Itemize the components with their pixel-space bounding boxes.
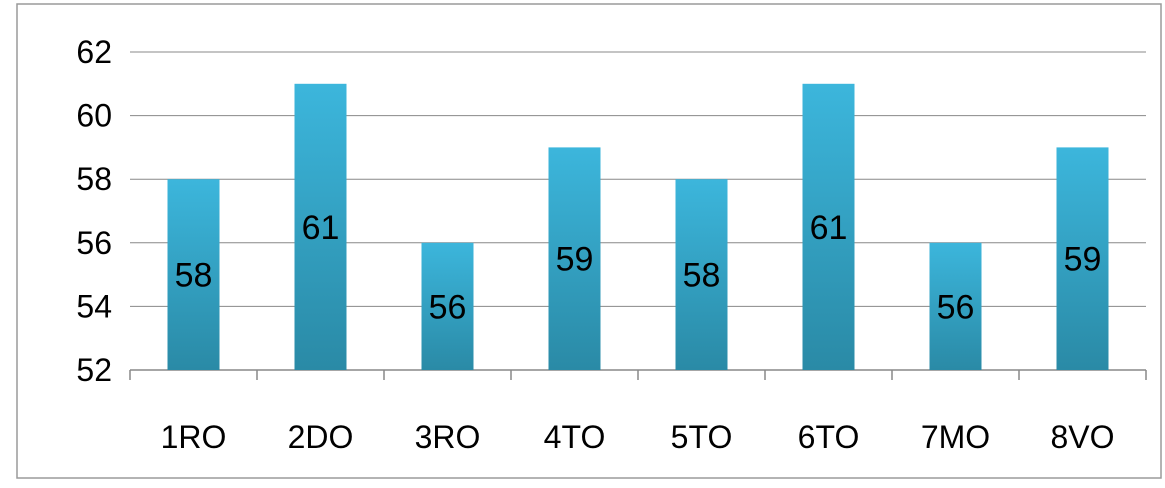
y-tick-label: 56	[76, 225, 112, 261]
bars	[167, 83, 1109, 371]
data-label: 58	[175, 257, 213, 295]
bar	[548, 147, 601, 370]
x-tick-label: 6TO	[798, 419, 860, 455]
y-tick-label: 54	[76, 288, 112, 324]
y-tick-label: 62	[76, 34, 112, 70]
data-label: 61	[302, 209, 340, 247]
bar	[802, 83, 855, 371]
bar	[929, 242, 982, 370]
y-axis-tick-labels: 52 54 56 58 60 62	[76, 34, 112, 388]
x-tick-label: 1RO	[161, 419, 227, 455]
x-tick-label: 2DO	[288, 419, 354, 455]
bar	[675, 179, 728, 370]
data-label: 61	[810, 209, 848, 247]
bar	[294, 83, 347, 371]
x-tick-label: 3RO	[415, 419, 481, 455]
data-label: 58	[683, 257, 721, 295]
y-tick-label: 52	[76, 352, 112, 388]
data-label: 56	[937, 288, 975, 326]
data-labels: 58 61 56 59 58 61 56 59	[175, 209, 1102, 327]
data-label: 59	[556, 241, 594, 279]
x-axis-tick-labels: 1RO 2DO 3RO 4TO 5TO 6TO 7MO 8VO	[161, 419, 1115, 455]
y-tick-label: 58	[76, 161, 112, 197]
data-label: 56	[429, 288, 467, 326]
data-label: 59	[1064, 241, 1102, 279]
x-tick-label: 8VO	[1050, 419, 1114, 455]
bar	[421, 242, 474, 370]
bar	[1056, 147, 1109, 370]
x-tick-label: 5TO	[671, 419, 733, 455]
y-tick-label: 60	[76, 98, 112, 134]
x-tick-label: 7MO	[921, 419, 990, 455]
x-tick-label: 4TO	[544, 419, 606, 455]
bar	[167, 179, 220, 370]
